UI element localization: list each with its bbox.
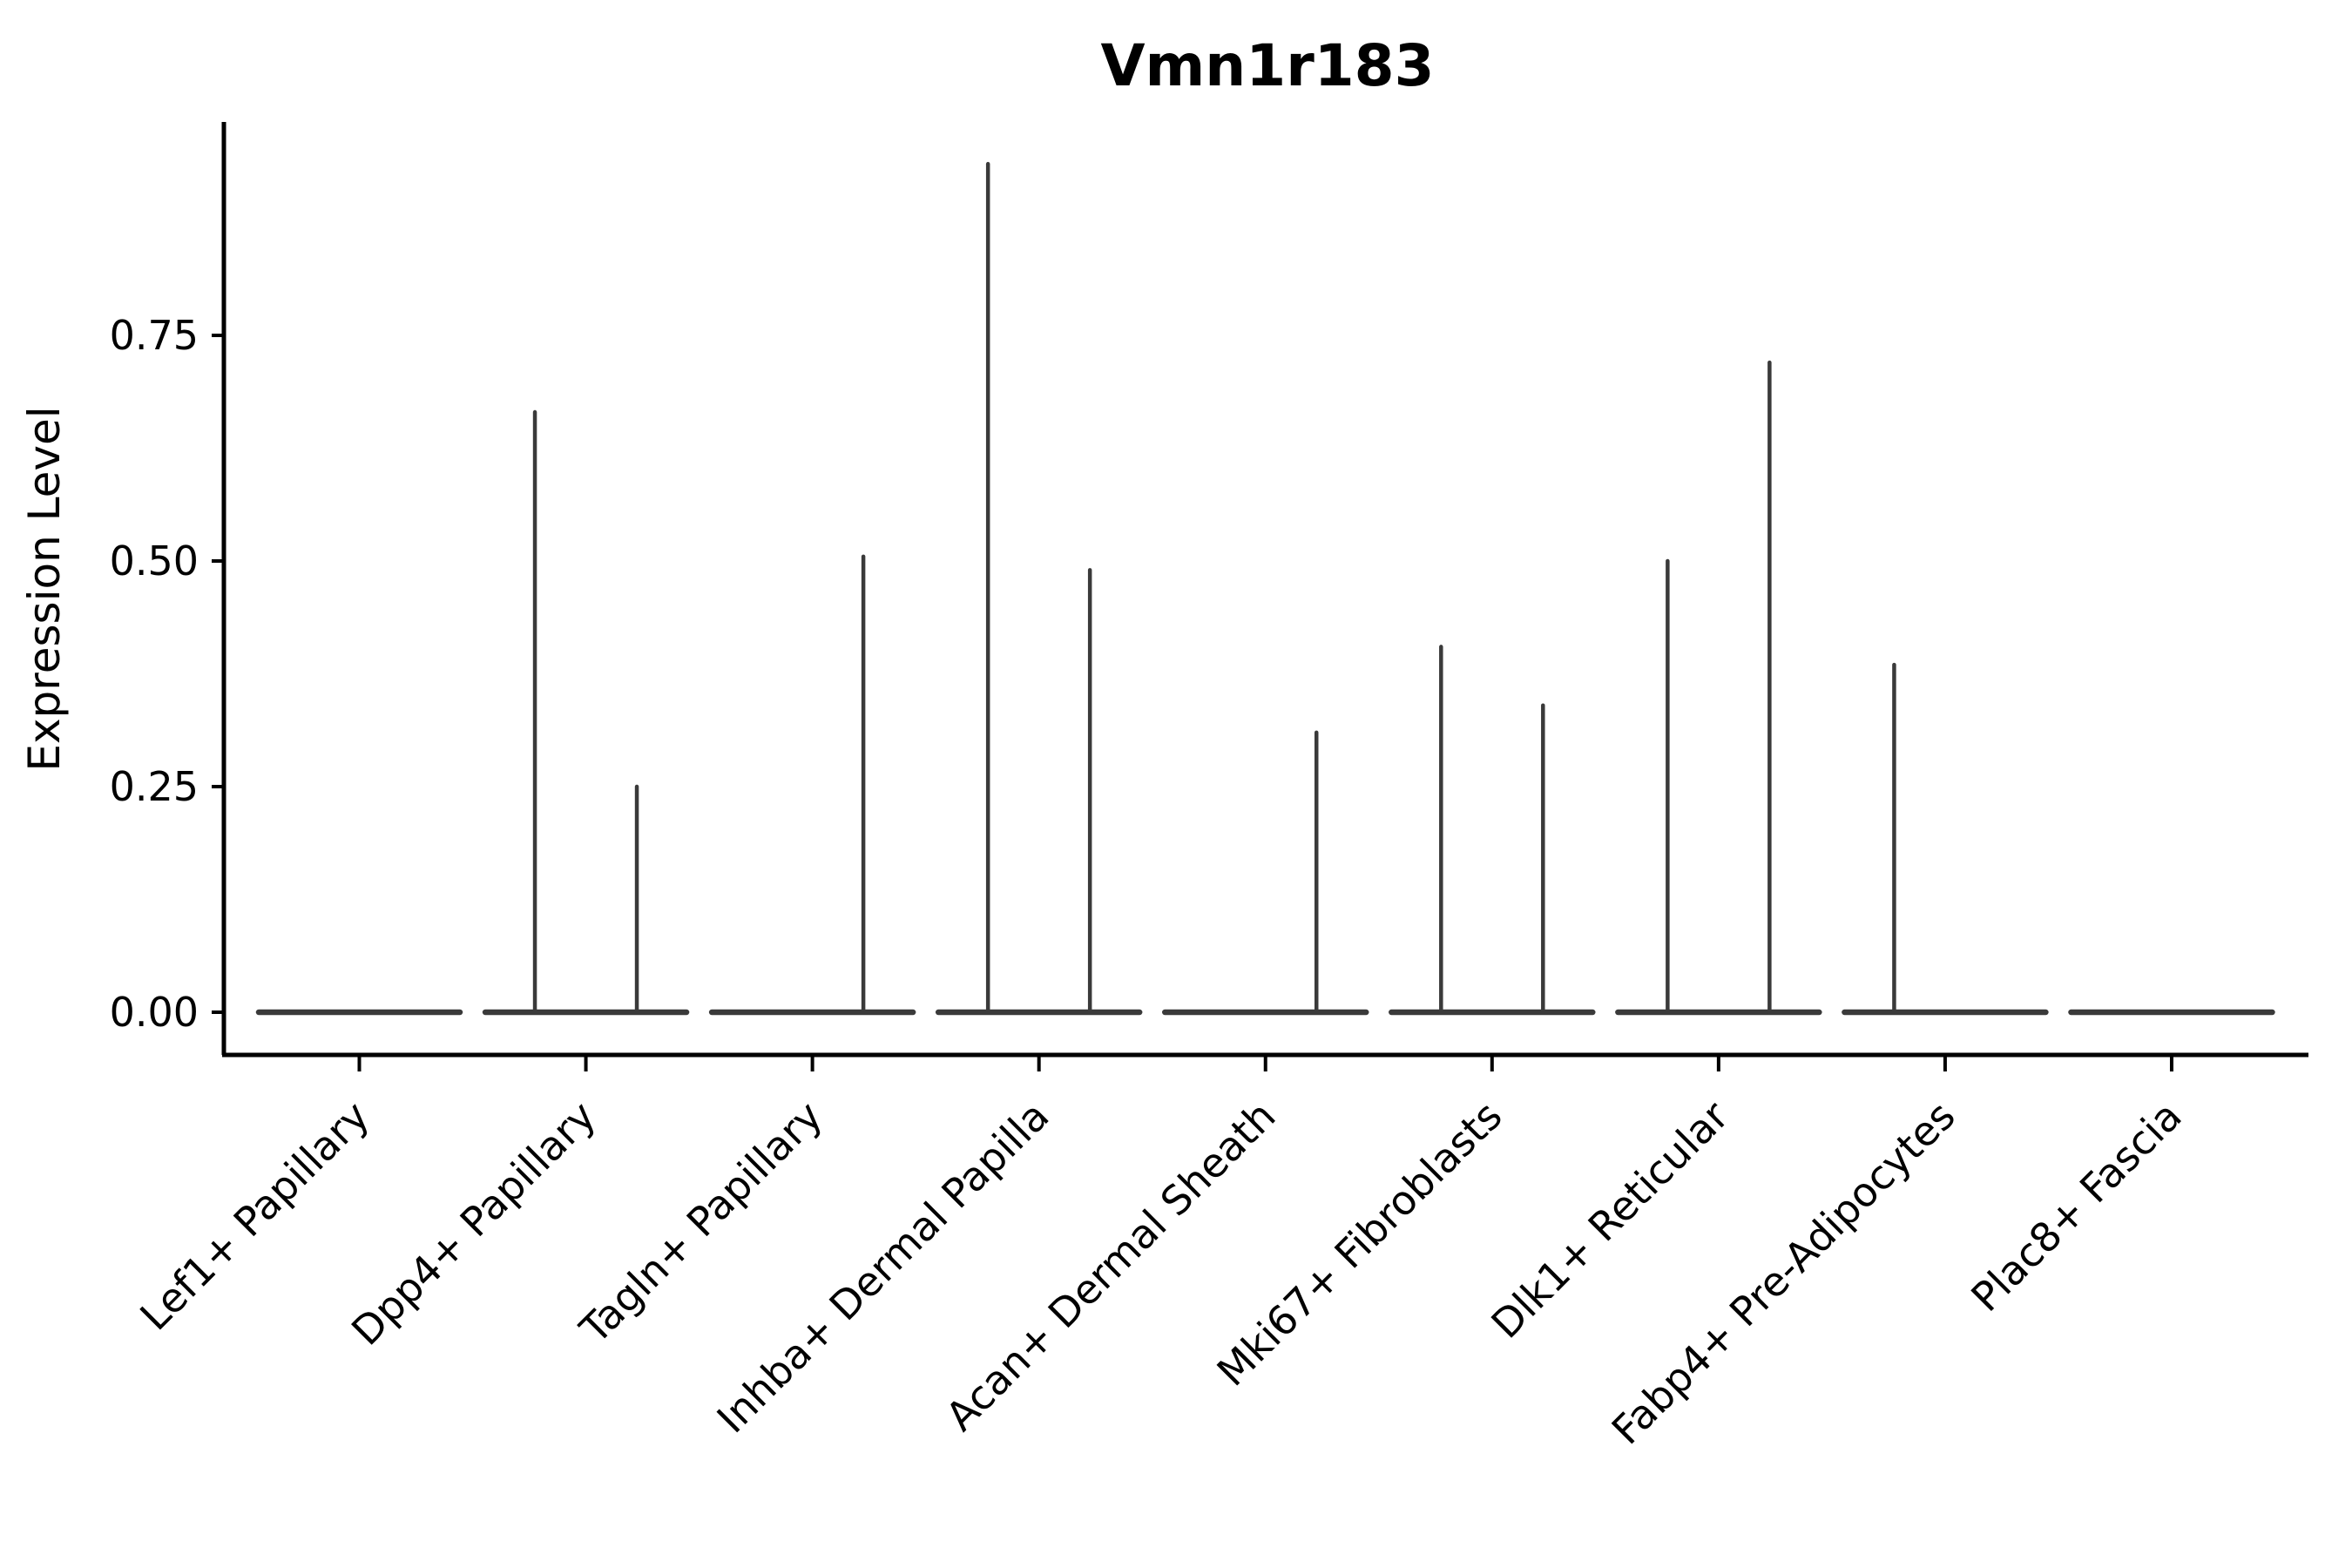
- y-tick-label: 0.50: [110, 537, 199, 585]
- x-tick-label: Dpp4+ Papillary: [342, 1092, 605, 1355]
- y-axis-label: Expression Level: [19, 406, 70, 771]
- x-tick-label: Dlk1+ Reticular: [1482, 1092, 1737, 1348]
- x-tick-label: Tagln+ Papillary: [571, 1092, 832, 1354]
- x-tick-label: Lef1+ Papillary: [131, 1092, 378, 1340]
- y-tick-label: 0.75: [110, 312, 199, 359]
- y-axis-ticks: 0.00 0.25 0.50 0.75: [110, 312, 224, 1036]
- y-tick-label: 0.00: [110, 989, 199, 1036]
- violins: [255, 161, 2275, 1016]
- chart-title: Vmn1r183: [1100, 32, 1434, 99]
- y-tick-label: 0.25: [110, 763, 199, 810]
- x-tick-label: Plac8+ Fascia: [1962, 1092, 2190, 1321]
